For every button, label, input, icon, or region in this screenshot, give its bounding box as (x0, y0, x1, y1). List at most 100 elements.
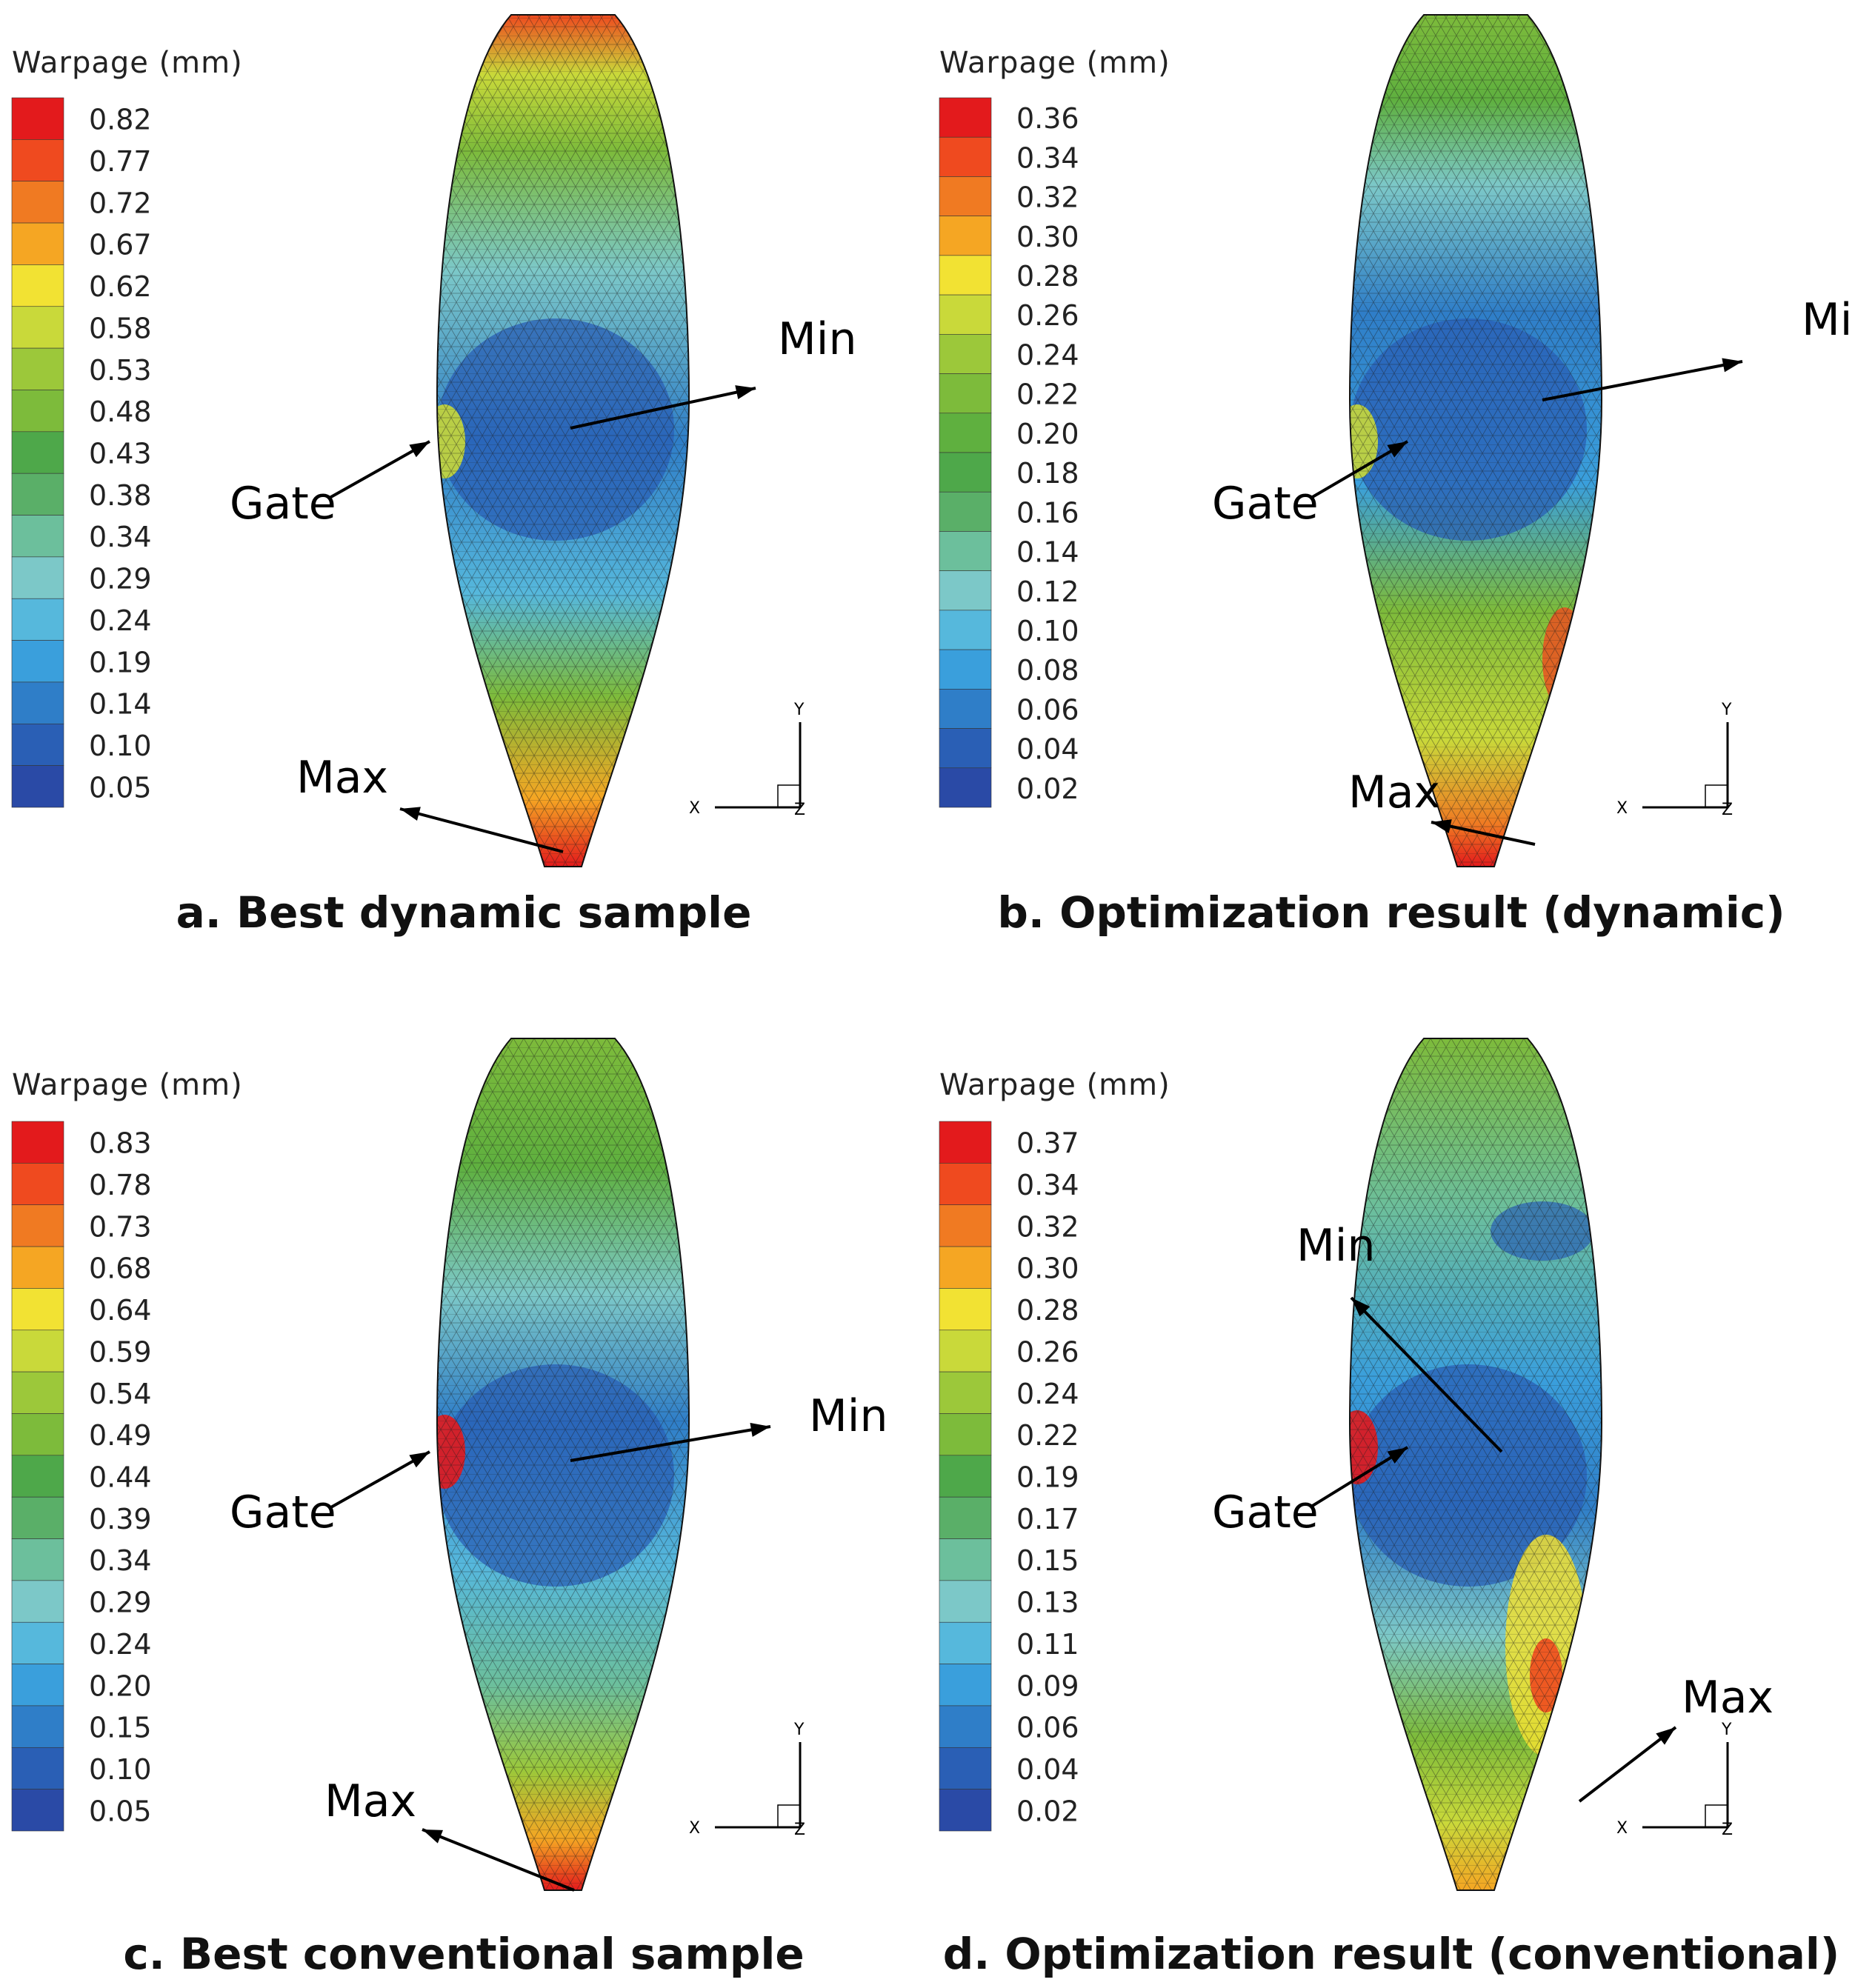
axis-y-label: Y (1721, 701, 1732, 719)
legend-swatch (939, 97, 992, 138)
legend-swatch (939, 334, 992, 374)
legend-value: 0.26 (1016, 299, 1079, 332)
legend-value: 0.73 (89, 1210, 152, 1243)
gate-arrowhead (409, 441, 430, 458)
legend-swatch (11, 347, 64, 390)
legend-value: 0.24 (89, 1628, 152, 1661)
legend-swatch (939, 176, 992, 216)
legend-swatch (939, 1204, 992, 1247)
legend-swatch (11, 139, 64, 182)
legend-value: 0.22 (1016, 1419, 1079, 1452)
legend-value: 0.34 (1016, 141, 1079, 174)
legend-swatch (11, 181, 64, 224)
legend-value: 0.22 (1016, 378, 1079, 411)
legend-swatch (939, 1246, 992, 1289)
part-shape (1348, 1038, 1603, 1891)
legend-swatch (939, 1371, 992, 1414)
legend-swatch (11, 1330, 64, 1372)
legend-value: 0.10 (89, 1753, 152, 1786)
legend-swatch (11, 1163, 64, 1206)
part-shape (436, 1038, 690, 1891)
color-legend: 0.36 0.34 0.32 0.30 0.28 0.26 0.24 0.22 0.20 0.18… (939, 97, 1079, 808)
legend-value: 0.26 (1016, 1335, 1079, 1368)
legend-swatch (11, 1496, 64, 1539)
min-label: Min (809, 1390, 887, 1442)
panel-caption: a. Best dynamic sample (176, 887, 752, 938)
gate-label: Gate (1212, 478, 1319, 530)
panel-b: Warpage (mm) 0.36 0.34 0.32 0.30 0.28 0.26 0.2… (928, 0, 1855, 994)
legend-swatch (11, 390, 64, 433)
legend-swatch (939, 1288, 992, 1331)
annotations: Min Gate Max (1212, 294, 1855, 846)
legend-value: 0.02 (1016, 773, 1079, 805)
min-arrowhead (750, 1422, 770, 1437)
panel-caption: b. Optimization result (dynamic) (997, 887, 1785, 938)
max-arrow (399, 807, 564, 853)
legend-swatch (11, 1789, 64, 1832)
axis-z-label: Z (1722, 1821, 1733, 1839)
min-arrow (1542, 360, 1743, 401)
panel-d: Warpage (mm) 0.37 0.34 0.32 0.30 0.28 0.26 0.2… (928, 994, 1855, 1988)
axis-x-label: X (689, 799, 700, 818)
legend-value: 0.20 (1016, 418, 1079, 450)
legend-swatch (11, 1455, 64, 1498)
panel-caption: d. Optimization result (conventional) (942, 1929, 1840, 1979)
part-shape (1348, 14, 1603, 867)
min-label: Min (778, 313, 856, 365)
axis-y-label: Y (1721, 1721, 1732, 1739)
warpage-contour-b: 0.36 0.34 0.32 0.30 0.28 0.26 0.24 0.22 0.20 0.18… (939, 14, 1855, 867)
legend-value: 0.53 (89, 354, 152, 387)
legend-value: 0.29 (89, 1587, 152, 1619)
legend-value: 0.62 (89, 270, 152, 303)
legend-swatch (11, 515, 64, 558)
color-legend: 0.83 0.78 0.73 0.68 0.64 0.59 0.54 0.49 0.44 0.39… (11, 1121, 152, 1832)
legend-value: 0.06 (1016, 693, 1079, 726)
legend-swatch (939, 1538, 992, 1581)
max-arrowhead (400, 807, 421, 821)
legend-swatch (11, 97, 64, 140)
legend-swatch (11, 765, 64, 808)
legend-swatch (939, 1747, 992, 1789)
legend-swatch (939, 767, 992, 808)
legend-value: 0.48 (89, 396, 152, 428)
legend-value: 0.15 (1016, 1544, 1079, 1577)
min-arrowhead (1722, 358, 1742, 373)
legend-value: 0.43 (89, 438, 152, 470)
legend-swatch (939, 452, 992, 493)
legend-value: 0.83 (89, 1127, 152, 1160)
legend-swatch (939, 216, 992, 256)
legend-swatch (11, 1747, 64, 1789)
color-legend: 0.37 0.34 0.32 0.30 0.28 0.26 0.24 0.22 0.19 0.17… (939, 1121, 1079, 1832)
legend-value: 0.05 (89, 1795, 152, 1827)
legend-value: 0.30 (1016, 221, 1079, 253)
legend-value: 0.68 (89, 1252, 152, 1285)
legend-value: 0.67 (89, 229, 152, 261)
legend-swatch (939, 1455, 992, 1498)
legend-swatch (11, 681, 64, 724)
axis-triad: Y X Z (1616, 701, 1733, 819)
legend-swatch (11, 1246, 64, 1289)
legend-swatch (939, 570, 992, 611)
legend-swatch (939, 255, 992, 296)
legend-swatch (939, 1621, 992, 1664)
axis-x-label: X (689, 1819, 700, 1838)
axis-triad: Y X Z (689, 1721, 805, 1839)
legend-swatch (939, 649, 992, 690)
legend-swatch (11, 1664, 64, 1707)
axis-triad: Y X Z (1616, 1721, 1733, 1839)
legend-swatch (939, 1664, 992, 1707)
max-arrowhead (422, 1829, 443, 1844)
axis-y-label: Y (793, 701, 805, 719)
legend-value: 0.05 (89, 771, 152, 804)
annotations: Min Gate Max (1212, 1220, 1774, 1803)
max-label: Max (1348, 767, 1440, 818)
legend-value: 0.34 (1016, 1169, 1079, 1201)
legend-value: 0.54 (89, 1378, 152, 1410)
axis-x-label: X (1616, 1819, 1628, 1838)
legend-value: 0.24 (1016, 1378, 1079, 1410)
min-label: Min (1802, 294, 1855, 346)
legend-value: 0.19 (89, 646, 152, 678)
legend-value: 0.39 (89, 1503, 152, 1535)
legend-value: 0.09 (1016, 1670, 1079, 1702)
legend-swatch (11, 222, 64, 265)
